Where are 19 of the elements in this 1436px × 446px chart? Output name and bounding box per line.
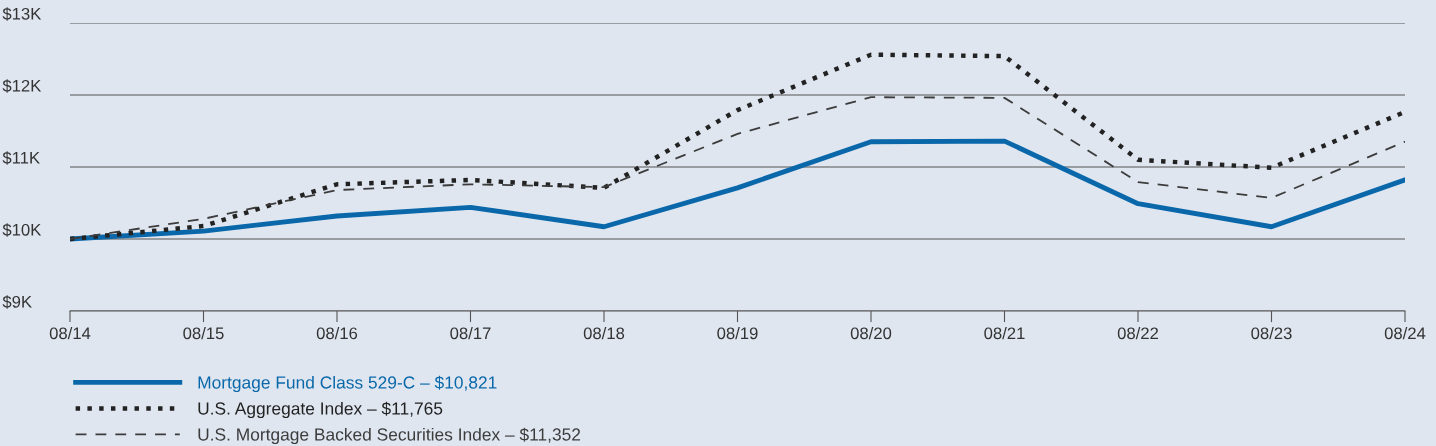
y-tick-label: $11K: [2, 151, 40, 165]
x-tick-label: 08/16: [316, 326, 358, 340]
text: U.S. Aggregate Index – $11,765: [198, 401, 443, 419]
x-tick-label: 08/14: [49, 326, 91, 340]
x-tick-label: 08/18: [583, 326, 625, 340]
y-tick-label: $9K: [2, 295, 32, 309]
x-tick-label: 08/23: [1251, 326, 1292, 340]
x-tick-label: 08/22: [1117, 326, 1159, 340]
x-tick-label: 08/24: [1384, 326, 1426, 340]
y-tick-label: $13K: [2, 7, 42, 21]
x-tick-label: 08/19: [717, 326, 758, 340]
x-tick-label: 08/20: [850, 326, 892, 340]
text: U.S. Mortgage Backed Securities Index – $11,352: [198, 427, 581, 445]
text: Mortgage Fund Class 529-C – $10,821: [198, 375, 497, 393]
y-tick-label: $12K: [2, 79, 42, 93]
x-tick-label: 08/21: [984, 326, 1025, 340]
x-tick-label: 08/17: [450, 326, 491, 340]
y-tick-label: $10K: [2, 223, 42, 237]
x-tick-label: 08/15: [183, 326, 224, 340]
